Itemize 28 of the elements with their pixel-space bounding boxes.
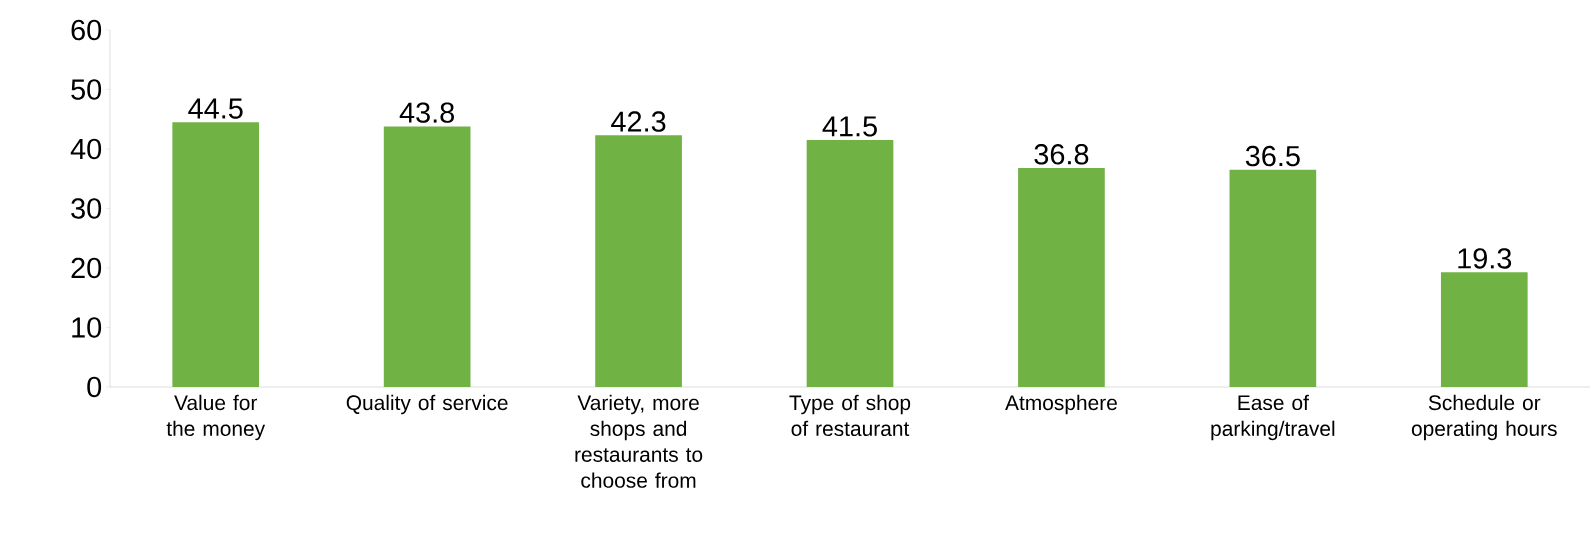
bar (383, 126, 471, 387)
bar (806, 140, 894, 387)
data-label: 44.5 (188, 98, 243, 119)
data-label: 19.3 (1458, 248, 1512, 269)
bar (1018, 168, 1105, 387)
data-label: 36.8 (1034, 144, 1089, 165)
y-tick-label: 10 (72, 317, 102, 338)
y-tick-label: 30 (71, 198, 102, 219)
x-tick-label: Quality of service (346, 394, 508, 415)
data-label: 43.8 (399, 102, 454, 123)
y-tick-label: 40 (70, 138, 102, 160)
y-tick-label: 20 (71, 257, 102, 279)
y-tick-label: 60 (71, 19, 102, 41)
y-tick-label: 50 (71, 79, 102, 100)
bar (1229, 169, 1317, 387)
x-tick-label: Schedule or operating hours (1411, 394, 1557, 441)
x-tick-label: Type of shop of restaurant (789, 394, 911, 437)
x-tick-label: Ease of parking/travel (1211, 394, 1335, 441)
data-label: 41.5 (822, 116, 877, 137)
data-label: 36.5 (1245, 145, 1300, 167)
data-label: 42.3 (611, 111, 666, 132)
x-tick-label: Atmosphere (1005, 394, 1117, 415)
x-tick-label: Variety, more shops and restaurants to choose from (575, 394, 703, 488)
bar (1440, 272, 1528, 387)
bar (595, 135, 682, 387)
bar (172, 122, 260, 387)
y-tick-label: 0 (87, 376, 102, 398)
x-tick-label: Value for the money (166, 394, 266, 441)
